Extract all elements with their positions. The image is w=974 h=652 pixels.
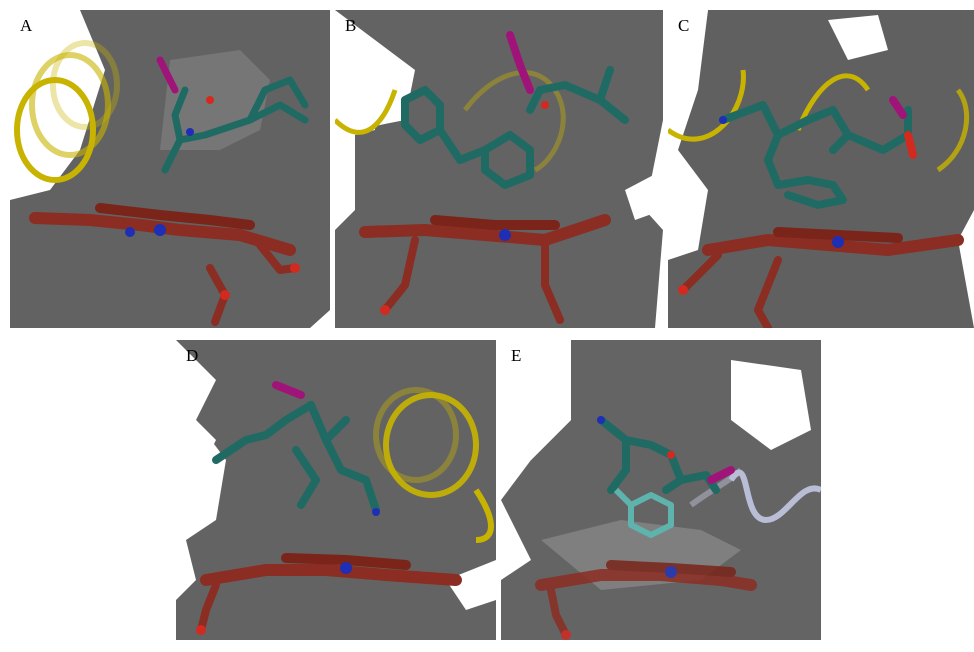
- cavity-opening: [176, 420, 216, 490]
- ligand-molecule: [719, 96, 917, 209]
- cavity-opening: [731, 360, 811, 450]
- panel-a-render: [10, 10, 330, 328]
- heme-molecule: [535, 560, 757, 640]
- ligand-molecule: [597, 416, 735, 494]
- lavender-helix: [689, 467, 821, 524]
- panel-label: E: [511, 346, 522, 365]
- heme-molecule: [29, 203, 300, 326]
- ligand-molecule: [401, 31, 629, 189]
- panel-c: C: [668, 10, 974, 328]
- panel-c-render: [668, 10, 974, 328]
- ligand-molecule: [212, 381, 380, 516]
- cavity-opening: [501, 340, 571, 460]
- protein-cavity-surface: [335, 10, 663, 328]
- cavity-opening: [668, 10, 708, 90]
- panel-d-render: [176, 340, 496, 640]
- protein-cavity-surface: [668, 10, 974, 328]
- aromatic-ring: [613, 487, 674, 538]
- panel-a: A: [10, 10, 330, 328]
- heme-molecule: [678, 227, 964, 328]
- ligand-molecule: [156, 56, 309, 174]
- cavity-opening: [828, 15, 888, 60]
- cavity-opening: [335, 60, 375, 140]
- cavity-opening: [625, 170, 663, 220]
- panel-label: A: [20, 16, 33, 35]
- heme-molecule: [196, 553, 462, 635]
- panel-label: B: [345, 16, 357, 35]
- protein-cavity-surface: [176, 340, 496, 640]
- yellow-helix: [668, 69, 970, 173]
- panel-b: B: [335, 10, 663, 328]
- panel-d: D: [176, 340, 496, 640]
- panel-label: D: [186, 346, 199, 365]
- cavity-opening: [446, 560, 496, 610]
- panel-e: E: [501, 340, 821, 640]
- heme-molecule: [359, 214, 611, 324]
- yellow-helix: [14, 40, 120, 183]
- panel-b-render: [335, 10, 663, 328]
- panel-label: C: [678, 16, 690, 35]
- panel-e-render: [501, 340, 821, 640]
- yellow-helix: [373, 387, 494, 543]
